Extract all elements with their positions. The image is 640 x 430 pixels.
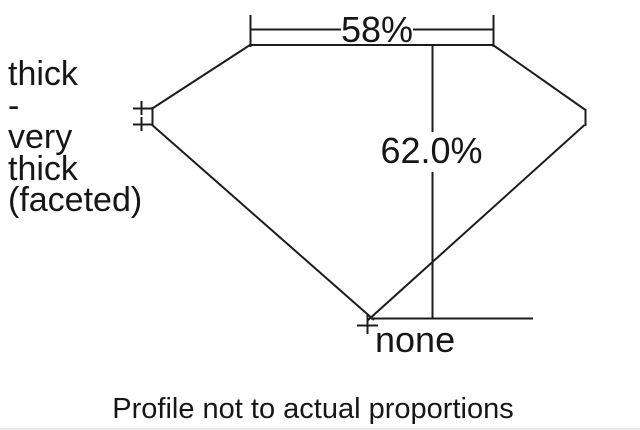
girdle-label-line-4: thick <box>8 149 78 188</box>
line-work <box>133 15 587 334</box>
right-pavilion-facet-line <box>366 124 586 322</box>
girdle-label-line-2: - <box>8 86 20 125</box>
girdle-thickness-label: thick - very thick (faceted) <box>8 55 143 219</box>
culet-size-label: none <box>375 319 456 360</box>
page-bottom-edge <box>0 428 640 430</box>
left-crown-facet-line <box>152 44 251 109</box>
girdle-label-line-1: thick <box>8 55 78 93</box>
proportions-disclaimer-text: Profile not to actual proportions <box>112 393 514 425</box>
total-depth-percentage-label: 62.0% <box>380 130 483 171</box>
left-pavilion-facet-line <box>150 123 375 321</box>
girdle-label-line-3: very <box>8 118 73 156</box>
girdle-label-line-5: (faceted) <box>8 181 143 219</box>
right-crown-facet-line <box>492 44 587 111</box>
table-width-percentage-label: 58% <box>341 9 414 50</box>
